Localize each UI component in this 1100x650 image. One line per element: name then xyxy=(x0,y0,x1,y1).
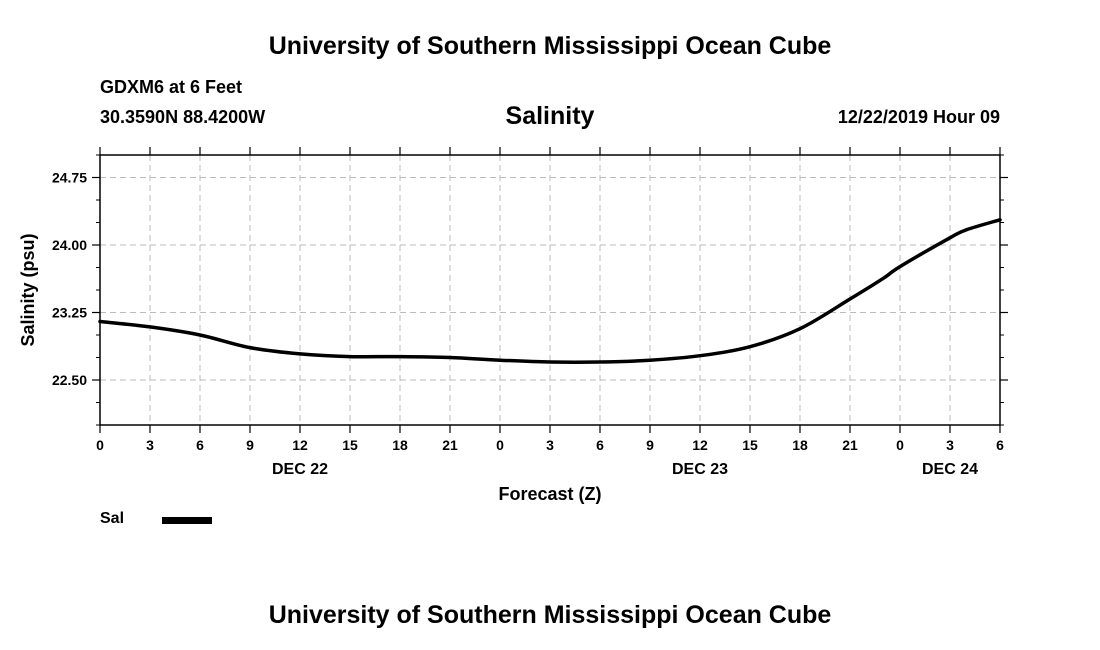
y-tick-label: 24.75 xyxy=(52,170,87,186)
legend-swatch xyxy=(162,517,212,524)
x-tick-label: 21 xyxy=(842,437,858,453)
coordinates-label: 30.3590N 88.4200W xyxy=(100,107,266,127)
x-tick-label: 21 xyxy=(442,437,458,453)
series-line-sal xyxy=(98,218,1002,364)
y-tick-label: 22.50 xyxy=(52,372,87,388)
plot-frame xyxy=(99,154,1001,426)
y-tick-label: 24.00 xyxy=(52,237,87,253)
footer-title: University of Southern Mississippi Ocean… xyxy=(268,601,832,629)
x-tick-label: 3 xyxy=(546,437,554,453)
station-label: GDXM6 at 6 Feet xyxy=(100,77,243,97)
x-tick-label: 6 xyxy=(596,437,604,453)
x-tick-label: 6 xyxy=(996,437,1004,453)
x-tick-label: 12 xyxy=(692,437,708,453)
chart-title: Salinity xyxy=(505,102,595,130)
x-tick-label: 0 xyxy=(96,437,104,453)
y-tick-label: 23.25 xyxy=(52,305,87,321)
x-tick-label: 15 xyxy=(342,437,358,453)
x-day-label: DEC 24 xyxy=(922,461,978,478)
y-axis-label: Salinity (psu) xyxy=(18,233,38,346)
page-title: University of Southern Mississippi Ocean… xyxy=(268,32,832,60)
x-tick-label: 9 xyxy=(246,437,254,453)
x-tick-label: 3 xyxy=(946,437,954,453)
x-day-label: DEC 22 xyxy=(272,461,328,478)
x-tick-label: 0 xyxy=(896,437,904,453)
x-tick-label: 9 xyxy=(646,437,654,453)
forecast-date-label: 12/22/2019 Hour 09 xyxy=(837,107,1000,127)
x-tick-label: 6 xyxy=(196,437,204,453)
x-axis-label: Forecast (Z) xyxy=(498,484,601,504)
x-tick-label: 0 xyxy=(496,437,504,453)
x-tick-label: 12 xyxy=(292,437,308,453)
x-tick-label: 18 xyxy=(392,437,408,453)
x-tick-label: 18 xyxy=(792,437,808,453)
legend-label: Sal xyxy=(100,510,125,527)
x-day-label: DEC 23 xyxy=(672,461,728,478)
x-tick-label: 3 xyxy=(146,437,154,453)
x-tick-label: 15 xyxy=(742,437,758,453)
